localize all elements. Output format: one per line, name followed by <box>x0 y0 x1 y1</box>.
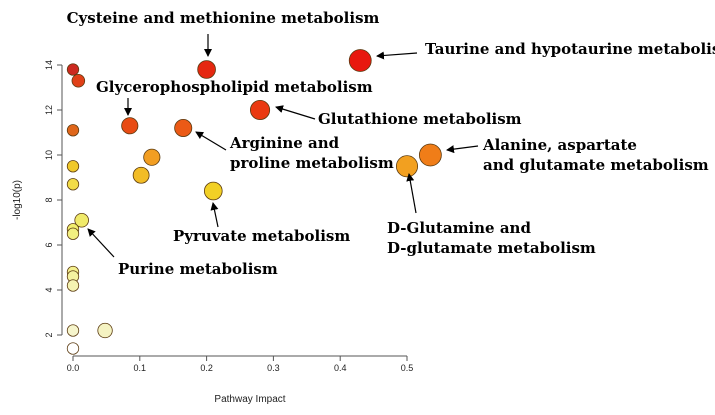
data-point-arginine <box>174 119 193 138</box>
data-point-purine <box>74 212 89 228</box>
annotation-glutamine: D-Glutamine and D-glutamate metabolism <box>387 219 596 257</box>
annotation-arrow-glutamine <box>406 173 417 214</box>
y-tick-label: 8 <box>44 197 54 202</box>
annotation-arrow-arginine <box>195 131 227 151</box>
y-tick-label: 12 <box>44 105 54 115</box>
data-point-p_0118_99 <box>143 148 161 166</box>
annotation-line: Glutathione metabolism <box>318 110 522 128</box>
x-tick-label: 0.5 <box>401 363 414 373</box>
annotation-line: Pyruvate metabolism <box>173 227 350 245</box>
annotation-cysteine: Cysteine and methionine metabolism <box>67 9 380 27</box>
data-point-taurine <box>348 49 372 72</box>
data-point-p_0_14 <box>66 342 80 355</box>
annotation-taurine: Taurine and hypotaurine metabolism <box>425 40 715 58</box>
data-point-p_0_111 <box>66 124 80 137</box>
y-tick-label: 2 <box>44 332 54 337</box>
data-point-p_0_87 <box>66 178 80 191</box>
y-axis-title: -log10(p) <box>12 180 23 220</box>
annotation-line: D-glutamate metabolism <box>387 239 596 257</box>
pathway-annotations: Cysteine and methionine metabolism Taurin… <box>67 9 715 278</box>
data-point-p_0_42 <box>66 279 80 292</box>
x-tick-label: 0.2 <box>200 363 213 373</box>
annotation-pyruvate: Pyruvate metabolism <box>173 227 350 245</box>
x-tick-label: 0.4 <box>334 363 347 373</box>
data-point-p_001_133 <box>71 74 86 88</box>
data-point-p_0048_22 <box>97 322 113 339</box>
data-point-glutathione <box>249 99 271 121</box>
y-tick-label: 6 <box>44 242 54 247</box>
annotation-line: Purine metabolism <box>118 260 278 278</box>
data-point-p_0_22 <box>66 324 80 337</box>
annotation-line: Glycerophospholipid metabolism <box>96 78 373 96</box>
annotation-line: Alanine, aspartate <box>482 136 637 154</box>
data-point-alanine <box>418 143 442 167</box>
x-tick-label: 0.0 <box>67 363 80 373</box>
y-tick-label: 4 <box>44 287 54 292</box>
annotation-purine: Purine metabolism <box>118 260 278 278</box>
data-points <box>66 49 442 355</box>
annotation-arrow-pyruvate <box>210 202 219 228</box>
data-point-pyruvate <box>203 181 223 201</box>
y-tick-label: 14 <box>44 60 54 70</box>
x-tick-label: 0.3 <box>267 363 280 373</box>
axes: 2 4 6 8 10 12 14 0.0 0.1 0.2 0.3 0.4 0.5 Pathway Impa… <box>12 60 413 405</box>
data-point-p_0_65 <box>66 227 80 240</box>
data-point-cysteine <box>197 60 216 79</box>
y-tick-label: 10 <box>44 150 54 160</box>
annotation-arrow-alanine <box>446 145 479 154</box>
x-axis-title: Pathway Impact <box>214 394 285 405</box>
annotation-arrow-glutathione <box>275 105 316 120</box>
annotation-glycerophospholipid: Glycerophospholipid metabolism <box>96 78 373 96</box>
annotation-arrow-taurine <box>376 51 418 60</box>
annotation-line: Taurine and hypotaurine metabolism <box>425 40 715 58</box>
annotation-line: and glutamate metabolism <box>483 156 709 174</box>
annotation-arrow-purine <box>87 228 115 258</box>
annotation-line: Arginine and <box>229 134 340 152</box>
data-point-p_0_95 <box>66 160 80 173</box>
data-point-glycerophospholipid <box>121 117 139 135</box>
data-point-p_0_138 <box>66 63 80 76</box>
data-point-p_01_91 <box>132 166 150 184</box>
annotation-line: Cysteine and methionine metabolism <box>67 9 380 27</box>
data-point-glutamine <box>395 155 419 178</box>
annotation-alanine: Alanine, aspartate and glutamate metaboli… <box>482 136 709 174</box>
annotation-glutathione: Glutathione metabolism <box>318 110 522 128</box>
annotation-line: proline metabolism <box>230 154 394 172</box>
annotation-line: D-Glutamine and <box>387 219 531 237</box>
x-tick-label: 0.1 <box>134 363 147 373</box>
annotation-arginine: Arginine and proline metabolism <box>229 134 394 172</box>
